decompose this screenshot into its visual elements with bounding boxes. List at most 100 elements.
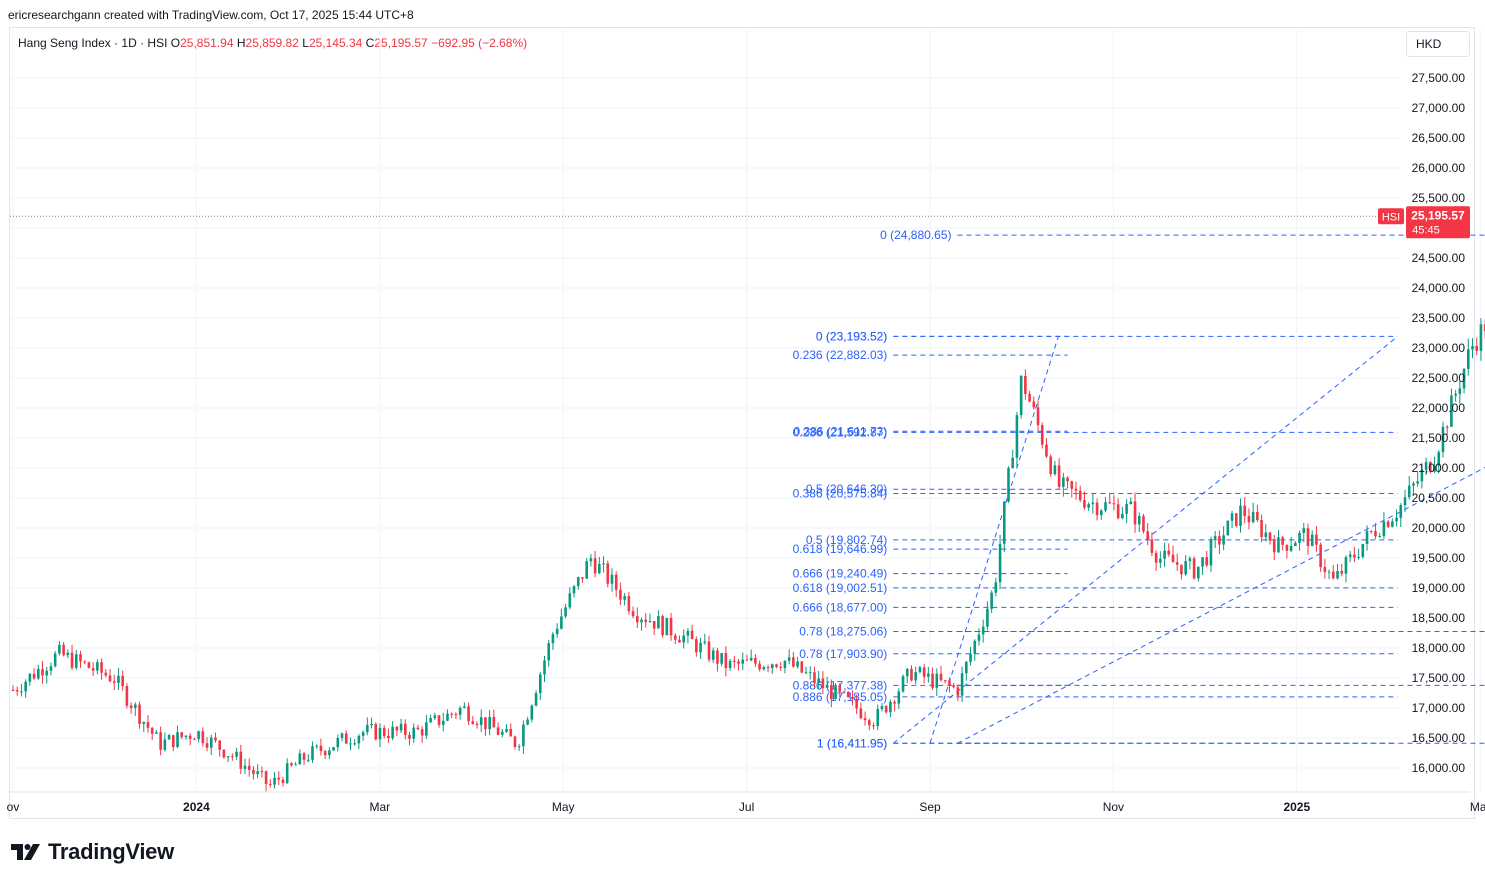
candle-body bbox=[543, 660, 546, 675]
candle-body bbox=[754, 657, 757, 664]
candle-body bbox=[716, 650, 719, 664]
y-tick-label: 22,500.00 bbox=[1412, 371, 1466, 385]
candle-body bbox=[1479, 324, 1483, 351]
candle-body bbox=[290, 763, 293, 766]
y-tick-label: 27,500.00 bbox=[1412, 71, 1466, 85]
candle-body bbox=[142, 722, 146, 724]
candle-body bbox=[1399, 505, 1403, 518]
candle-body bbox=[623, 596, 626, 600]
candle-body bbox=[695, 639, 698, 653]
candle-body bbox=[526, 719, 529, 725]
candle-body bbox=[627, 596, 631, 612]
candle-body bbox=[1294, 543, 1297, 546]
y-tick-label: 24,500.00 bbox=[1412, 251, 1466, 265]
candle-body bbox=[1420, 469, 1424, 482]
legend-close-label: C bbox=[365, 36, 375, 50]
candle-body bbox=[652, 621, 656, 629]
candle-body bbox=[1239, 505, 1242, 526]
x-tick-label: ov bbox=[7, 800, 20, 814]
y-tick-label: 25,500.00 bbox=[1412, 191, 1466, 205]
y-tick-label: 24,000.00 bbox=[1412, 281, 1466, 295]
candle-body bbox=[437, 715, 441, 725]
candle-body bbox=[1222, 535, 1225, 545]
candle-body bbox=[1201, 557, 1204, 567]
candle-body bbox=[193, 738, 196, 740]
y-tick-label: 21,000.00 bbox=[1412, 461, 1466, 475]
candle-body bbox=[1175, 562, 1179, 565]
chart-frame[interactable] bbox=[9, 27, 1475, 819]
fib-level-label: 1 (16,411.95) bbox=[817, 736, 888, 750]
candle-body bbox=[167, 735, 171, 740]
candle-body bbox=[49, 666, 53, 671]
legend-symbol[interactable]: Hang Seng Index · 1D · HSI bbox=[18, 36, 168, 50]
fib-level-label: 0.618 (19,002.51) bbox=[793, 581, 888, 595]
candle-body bbox=[758, 663, 761, 670]
candle-body bbox=[931, 673, 934, 688]
candle-body bbox=[817, 678, 820, 684]
candle-body bbox=[1437, 452, 1441, 466]
candle-body bbox=[897, 691, 901, 704]
candle-body bbox=[1129, 501, 1133, 504]
candle-body bbox=[737, 661, 740, 664]
fib-level-label: 0.78 (18,275.06) bbox=[799, 624, 887, 638]
legend-open: 25,851.94 bbox=[180, 36, 234, 50]
candle-body bbox=[1416, 481, 1419, 484]
candle-body bbox=[349, 743, 352, 745]
candle-body bbox=[112, 681, 116, 683]
candle-body bbox=[496, 727, 500, 735]
candle-body bbox=[53, 653, 57, 667]
candle-body bbox=[45, 670, 49, 676]
candle-body bbox=[792, 657, 795, 667]
candle-body bbox=[1171, 554, 1175, 563]
candle-body bbox=[564, 607, 567, 617]
candlesticks bbox=[11, 318, 1485, 792]
candle-body bbox=[121, 675, 124, 687]
candle-body bbox=[707, 641, 711, 660]
candle-body bbox=[884, 706, 888, 713]
candle-body bbox=[1277, 537, 1280, 553]
candle-body bbox=[1285, 544, 1289, 551]
fib-level-label: 0 (24,880.65) bbox=[880, 228, 951, 242]
candle-body bbox=[125, 686, 129, 706]
candle-body bbox=[1234, 513, 1238, 526]
candle-body bbox=[770, 664, 774, 669]
candle-body bbox=[728, 660, 732, 668]
candle-body bbox=[138, 704, 141, 724]
candle-body bbox=[252, 769, 255, 775]
candle-body bbox=[538, 674, 542, 694]
candle-body bbox=[568, 593, 572, 608]
candle-body bbox=[990, 592, 993, 609]
tradingview-logo[interactable]: TradingView bbox=[11, 839, 174, 865]
currency-button[interactable]: HKD bbox=[1406, 31, 1470, 57]
candle-body bbox=[1167, 550, 1171, 555]
candle-body bbox=[1087, 504, 1090, 508]
candle-body bbox=[1024, 375, 1027, 394]
candle-body bbox=[479, 717, 483, 726]
candle-body bbox=[1007, 468, 1010, 502]
candle-body bbox=[273, 777, 276, 785]
candle-body bbox=[129, 705, 133, 709]
brand-name: TradingView bbox=[48, 839, 174, 864]
candle-body bbox=[91, 668, 95, 671]
candle-body bbox=[353, 743, 356, 745]
candle-body bbox=[11, 690, 15, 691]
candle-body bbox=[441, 720, 445, 725]
candle-body bbox=[1268, 532, 1272, 541]
candle-body bbox=[1032, 401, 1036, 408]
candle-body bbox=[686, 630, 690, 636]
candle-body bbox=[294, 764, 297, 766]
candle-body bbox=[201, 731, 205, 744]
ohlc-legend: Hang Seng Index · 1D · HSI O25,851.94 H2… bbox=[18, 36, 527, 50]
candle-body bbox=[1272, 540, 1276, 553]
candle-body bbox=[1188, 558, 1192, 561]
candle-body bbox=[484, 717, 487, 730]
fib-level-label: 0.618 (19,646.99) bbox=[793, 542, 888, 556]
candle-body bbox=[796, 661, 799, 667]
candle-body bbox=[943, 680, 947, 682]
candle-body bbox=[150, 727, 154, 734]
candle-body bbox=[96, 662, 99, 671]
candle-body bbox=[922, 667, 926, 677]
candle-body bbox=[1192, 558, 1196, 579]
x-tick-label: 2024 bbox=[183, 800, 210, 814]
